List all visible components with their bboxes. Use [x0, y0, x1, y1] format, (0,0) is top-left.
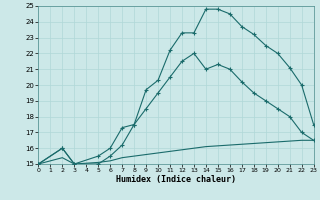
X-axis label: Humidex (Indice chaleur): Humidex (Indice chaleur) — [116, 175, 236, 184]
